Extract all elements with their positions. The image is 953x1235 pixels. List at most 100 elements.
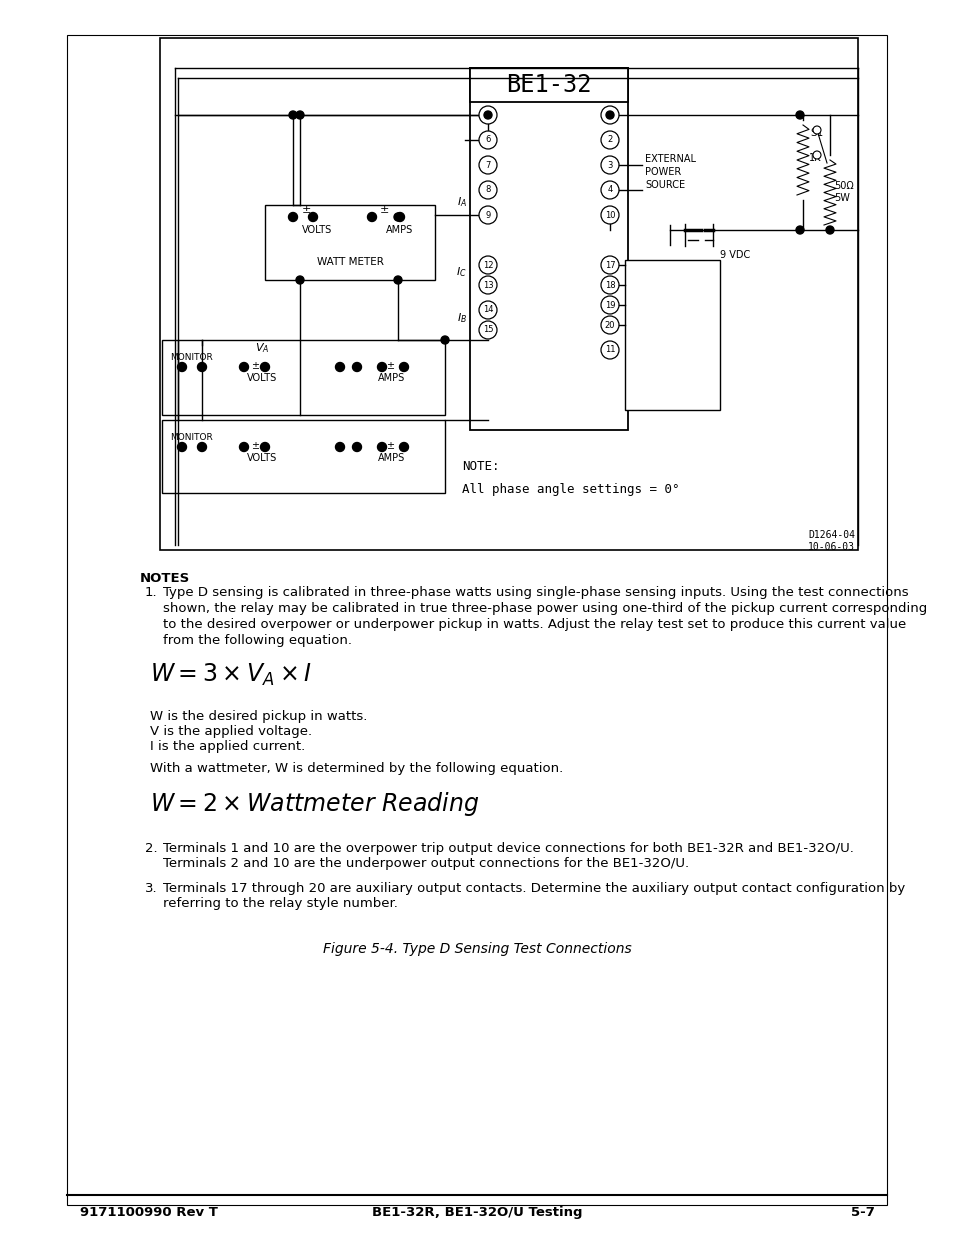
Circle shape — [352, 442, 361, 452]
Text: 8: 8 — [485, 185, 490, 194]
Text: 3: 3 — [607, 161, 612, 169]
Circle shape — [399, 363, 408, 372]
Text: ±: ± — [379, 205, 388, 215]
Text: 2.: 2. — [145, 842, 157, 855]
Circle shape — [795, 111, 803, 119]
Text: Terminals 17 through 20 are auxiliary output contacts. Determine the auxiliary o: Terminals 17 through 20 are auxiliary ou… — [163, 882, 904, 895]
Text: 6: 6 — [485, 136, 490, 144]
Circle shape — [600, 341, 618, 359]
Bar — [162, 420, 444, 493]
Bar — [265, 205, 435, 280]
Text: $I_C$: $I_C$ — [456, 266, 467, 279]
Circle shape — [600, 206, 618, 224]
Circle shape — [367, 212, 376, 221]
Text: 5-7: 5-7 — [850, 1207, 874, 1219]
Text: 13: 13 — [482, 280, 493, 289]
Text: 20: 20 — [604, 321, 615, 330]
Text: Figure 5-4. Type D Sensing Test Connections: Figure 5-4. Type D Sensing Test Connecti… — [322, 942, 631, 956]
Circle shape — [440, 336, 449, 345]
Bar — [470, 68, 627, 430]
Circle shape — [478, 156, 497, 174]
Text: 11: 11 — [604, 346, 615, 354]
Text: Terminals 2 and 10 are the underpower output connections for the BE1-32O/U.: Terminals 2 and 10 are the underpower ou… — [163, 857, 688, 869]
Circle shape — [478, 256, 497, 274]
Text: S1: S1 — [809, 128, 822, 138]
Circle shape — [812, 151, 821, 159]
Text: VOLTS: VOLTS — [301, 225, 332, 235]
Circle shape — [295, 111, 304, 119]
Text: All phase angle settings = 0°: All phase angle settings = 0° — [461, 483, 679, 496]
Bar — [470, 68, 627, 103]
Text: 50Ω: 50Ω — [833, 182, 853, 191]
Circle shape — [478, 106, 497, 124]
Text: 3.: 3. — [145, 882, 157, 895]
Circle shape — [177, 442, 186, 452]
Text: 18: 18 — [604, 280, 615, 289]
Text: 9: 9 — [485, 210, 490, 220]
Text: EXTERNAL
POWER
SOURCE: EXTERNAL POWER SOURCE — [644, 154, 696, 190]
Circle shape — [395, 212, 404, 221]
Text: BE1-32: BE1-32 — [506, 73, 591, 98]
Text: 14: 14 — [482, 305, 493, 315]
Circle shape — [478, 131, 497, 149]
Circle shape — [795, 226, 803, 233]
Text: 9 VDC: 9 VDC — [720, 249, 749, 261]
Text: 5: 5 — [485, 110, 490, 120]
Circle shape — [825, 226, 833, 233]
Text: 1K: 1K — [808, 153, 821, 163]
Text: V is the applied voltage.: V is the applied voltage. — [150, 725, 312, 739]
Text: $W = 3 \times V_A \times I$: $W = 3 \times V_A \times I$ — [150, 662, 312, 688]
Circle shape — [295, 275, 304, 284]
Text: Terminals 1 and 10 are the overpower trip output device connections for both BE1: Terminals 1 and 10 are the overpower tri… — [163, 842, 853, 855]
Text: ±: ± — [251, 441, 258, 451]
Text: $W = 2 \times \mathit{Wattmeter\ Reading}$: $W = 2 \times \mathit{Wattmeter\ Reading… — [150, 790, 479, 818]
Text: referring to the relay style number.: referring to the relay style number. — [163, 897, 397, 910]
Text: VOLTS: VOLTS — [247, 373, 276, 383]
Text: ±: ± — [386, 441, 394, 451]
Bar — [624, 261, 720, 410]
Circle shape — [352, 363, 361, 372]
Text: MONITOR: MONITOR — [170, 352, 213, 362]
Text: With a wattmeter, W is determined by the following equation.: With a wattmeter, W is determined by the… — [150, 762, 562, 776]
Text: 12: 12 — [482, 261, 493, 269]
Text: AMPS: AMPS — [378, 453, 405, 463]
Circle shape — [394, 212, 401, 221]
Circle shape — [600, 131, 618, 149]
Text: ±: ± — [386, 361, 394, 370]
Circle shape — [600, 156, 618, 174]
Text: WATT METER: WATT METER — [316, 257, 383, 267]
Circle shape — [478, 275, 497, 294]
Text: 5W: 5W — [833, 193, 849, 203]
Circle shape — [600, 256, 618, 274]
Circle shape — [483, 111, 492, 119]
Circle shape — [812, 126, 821, 135]
Text: BE1-32R, BE1-32O/U Testing: BE1-32R, BE1-32O/U Testing — [372, 1207, 581, 1219]
Bar — [67, 35, 886, 1205]
Text: 10: 10 — [604, 210, 615, 220]
Text: ±: ± — [251, 361, 258, 370]
Text: 17: 17 — [604, 261, 615, 269]
Circle shape — [478, 182, 497, 199]
Text: NOTE:: NOTE: — [461, 461, 499, 473]
Text: W is the desired pickup in watts.: W is the desired pickup in watts. — [150, 710, 367, 722]
Text: 1.: 1. — [145, 585, 157, 599]
Circle shape — [335, 442, 344, 452]
Circle shape — [600, 182, 618, 199]
Text: $V_A$: $V_A$ — [254, 341, 269, 354]
Text: I is the applied current.: I is the applied current. — [150, 740, 305, 753]
Text: AMPS: AMPS — [386, 225, 414, 235]
Circle shape — [239, 363, 248, 372]
Circle shape — [600, 296, 618, 314]
Text: 19: 19 — [604, 300, 615, 310]
Circle shape — [600, 106, 618, 124]
Text: 1: 1 — [607, 110, 612, 120]
Circle shape — [288, 212, 297, 221]
Circle shape — [478, 206, 497, 224]
Text: ±: ± — [301, 205, 311, 215]
Circle shape — [600, 275, 618, 294]
Text: MONITOR: MONITOR — [170, 432, 213, 441]
Circle shape — [289, 111, 296, 119]
Circle shape — [177, 363, 186, 372]
Text: $I_B$: $I_B$ — [456, 311, 467, 325]
Text: 4: 4 — [607, 185, 612, 194]
